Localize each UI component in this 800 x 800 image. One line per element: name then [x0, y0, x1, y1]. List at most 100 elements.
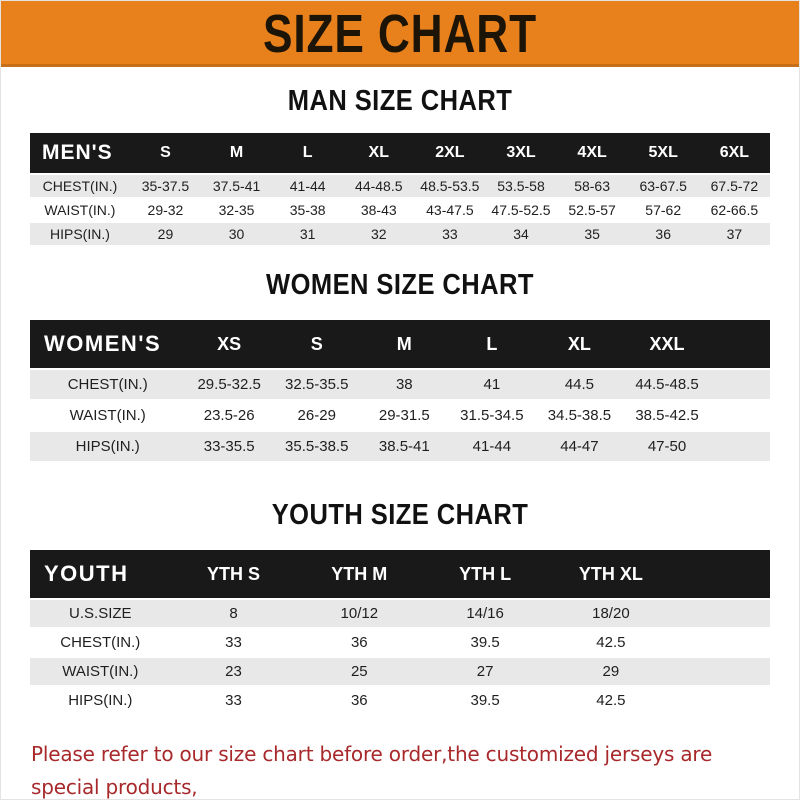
- size-value-cell: 67.5-72: [710, 178, 759, 194]
- size-value-cell: 23.5-26: [203, 407, 255, 424]
- size-column-header: 3XL: [506, 144, 536, 161]
- table-row: CHEST(IN.) 29.5-32.5 32.5-35.5 38 41 44.5 44.5…: [30, 369, 770, 400]
- size-value-cell: 35.5-38.5: [285, 438, 349, 455]
- size-value-cell: 30: [228, 226, 245, 242]
- table-group-label: MEN'S: [42, 141, 113, 164]
- size-value-cell: 32: [370, 226, 387, 242]
- banner: SIZE CHART: [1, 1, 799, 67]
- size-value-cell: 63-67.5: [639, 178, 687, 194]
- spacer-cell: [674, 599, 770, 628]
- table-row: WAIST(IN.) 29-32 32-35 35-38 38-43 43-47.5 47.…: [30, 198, 770, 222]
- row-label: CHEST(IN.): [67, 376, 148, 393]
- size-value-cell: 32.5-35.5: [285, 376, 349, 393]
- size-column-header: 4XL: [577, 144, 607, 161]
- size-chart-section: YOUTH SIZE CHART YOUTH YTH S YTH M YTH L YTH…: [1, 499, 799, 716]
- order-notice: Please refer to our size chart before or…: [1, 738, 799, 799]
- size-value-cell: 33: [225, 692, 242, 709]
- size-value-cell: 48.5-53.5: [420, 178, 480, 194]
- size-column-header: L: [302, 144, 313, 161]
- row-label: CHEST(IN.): [42, 178, 118, 194]
- size-column-header: M: [229, 144, 244, 161]
- size-value-cell: 33-35.5: [203, 438, 255, 455]
- size-value-cell: 29: [602, 663, 620, 680]
- size-column-header: L: [486, 333, 498, 354]
- spacer-cell: [674, 686, 770, 715]
- size-value-cell: 36: [350, 692, 368, 709]
- spacer-cell: [674, 550, 770, 599]
- row-label: HIPS(IN.): [75, 438, 140, 455]
- row-label: U.S.SIZE: [69, 605, 132, 622]
- size-value-cell: 38: [395, 376, 413, 393]
- table-row: WAIST(IN.) 23.5-26 26-29 29-31.5 31.5-34.5 34…: [30, 400, 770, 431]
- size-value-cell: 14/16: [466, 605, 504, 622]
- table-group-label: WOMEN'S: [44, 331, 162, 356]
- size-value-cell: 52.5-57: [568, 202, 616, 218]
- size-value-cell: 18/20: [592, 605, 630, 622]
- size-value-cell: 31: [299, 226, 316, 242]
- table-row: CHEST(IN.) 35-37.5 37.5-41 41-44 44-48.5 48.5…: [30, 174, 770, 198]
- size-value-cell: 62-66.5: [710, 202, 759, 218]
- size-chart-section: WOMEN SIZE CHART WOMEN'S XS S M L XL XXL CHEST…: [1, 269, 799, 463]
- size-column-header: M: [396, 333, 412, 354]
- size-table: WOMEN'S XS S M L XL XXL CHEST(IN.) 29.5-32.5 32.…: [30, 320, 770, 463]
- size-value-cell: 47-50: [647, 438, 687, 455]
- size-value-cell: 26-29: [297, 407, 336, 424]
- size-column-header: XL: [567, 333, 591, 354]
- size-table-body: CHEST(IN.) 35-37.5 37.5-41 41-44 44-48.5 48.5…: [30, 174, 770, 246]
- size-value-cell: 27: [476, 663, 494, 680]
- size-value-cell: 42.5: [596, 634, 626, 651]
- size-value-cell: 35-38: [289, 202, 326, 218]
- spacer-cell: [711, 369, 770, 400]
- size-column-header: YTH S: [206, 563, 260, 584]
- table-row: CHEST(IN.) 33 36 39.5 42.5: [30, 628, 770, 657]
- spacer-cell: [711, 400, 770, 431]
- size-value-cell: 38-43: [360, 202, 397, 218]
- size-table: MEN'S S M L XL 2XL 3XL 4XL 5XL 6XL CHEST(IN.) 35-3…: [30, 133, 770, 247]
- size-value-cell: 44-48.5: [355, 178, 403, 194]
- size-value-cell: 31.5-34.5: [460, 407, 524, 424]
- table-row: HIPS(IN.) 33-35.5 35.5-38.5 38.5-41 41-44 44-…: [30, 431, 770, 462]
- section-title: YOUTH SIZE CHART: [271, 499, 529, 531]
- table-row: HIPS(IN.) 33 36 39.5 42.5: [30, 686, 770, 715]
- size-value-cell: 44.5: [564, 376, 595, 393]
- size-value-cell: 33: [442, 226, 458, 242]
- size-table-header-row: YOUTH YTH S YTH M YTH L YTH XL: [30, 550, 770, 599]
- size-value-cell: 58-63: [574, 178, 610, 194]
- size-value-cell: 39.5: [470, 634, 500, 651]
- size-value-cell: 44-47: [560, 438, 599, 455]
- spacer-cell: [711, 320, 770, 369]
- size-column-header: XXL: [649, 333, 685, 354]
- size-value-cell: 42.5: [596, 692, 626, 709]
- size-table-header-row: WOMEN'S XS S M L XL XXL: [30, 320, 770, 369]
- size-table: YOUTH YTH S YTH M YTH L YTH XL U.S.SIZE 8 10/1…: [30, 550, 770, 716]
- size-value-cell: 37.5-41: [212, 178, 261, 194]
- size-column-header: 6XL: [719, 144, 750, 161]
- size-value-cell: 38.5-42.5: [635, 407, 699, 424]
- size-column-header: YTH XL: [578, 563, 643, 584]
- size-value-cell: 32-35: [218, 202, 255, 218]
- size-value-cell: 38.5-41: [378, 438, 430, 455]
- size-column-header: 2XL: [435, 144, 465, 161]
- size-column-header: XS: [217, 333, 242, 354]
- size-value-cell: 34.5-38.5: [547, 407, 612, 424]
- size-value-cell: 33: [225, 634, 242, 651]
- size-column-header: S: [310, 333, 323, 354]
- size-table-header-row: MEN'S S M L XL 2XL 3XL 4XL 5XL 6XL: [30, 133, 770, 174]
- size-value-cell: 41: [483, 376, 501, 393]
- table-row: U.S.SIZE 8 10/12 14/16 18/20: [30, 599, 770, 628]
- size-value-cell: 8: [229, 605, 238, 622]
- section-title: WOMEN SIZE CHART: [266, 269, 534, 301]
- row-label: HIPS(IN.): [68, 692, 133, 709]
- spacer-cell: [674, 657, 770, 686]
- size-column-header: XL: [368, 144, 389, 161]
- notice-line-1: Please refer to our size chart before or…: [31, 742, 713, 799]
- size-column-header: S: [160, 144, 171, 161]
- size-value-cell: 29-31.5: [378, 407, 430, 424]
- size-value-cell: 47.5-52.5: [491, 202, 551, 218]
- size-value-cell: 57-62: [645, 202, 682, 218]
- size-table-body: CHEST(IN.) 29.5-32.5 32.5-35.5 38 41 44.5 44.5…: [30, 369, 770, 462]
- size-value-cell: 35-37.5: [141, 178, 190, 194]
- size-value-cell: 29.5-32.5: [197, 376, 261, 393]
- charts-container: MAN SIZE CHART MEN'S S M L XL 2XL 3XL 4XL 5XL 6XL…: [1, 85, 799, 716]
